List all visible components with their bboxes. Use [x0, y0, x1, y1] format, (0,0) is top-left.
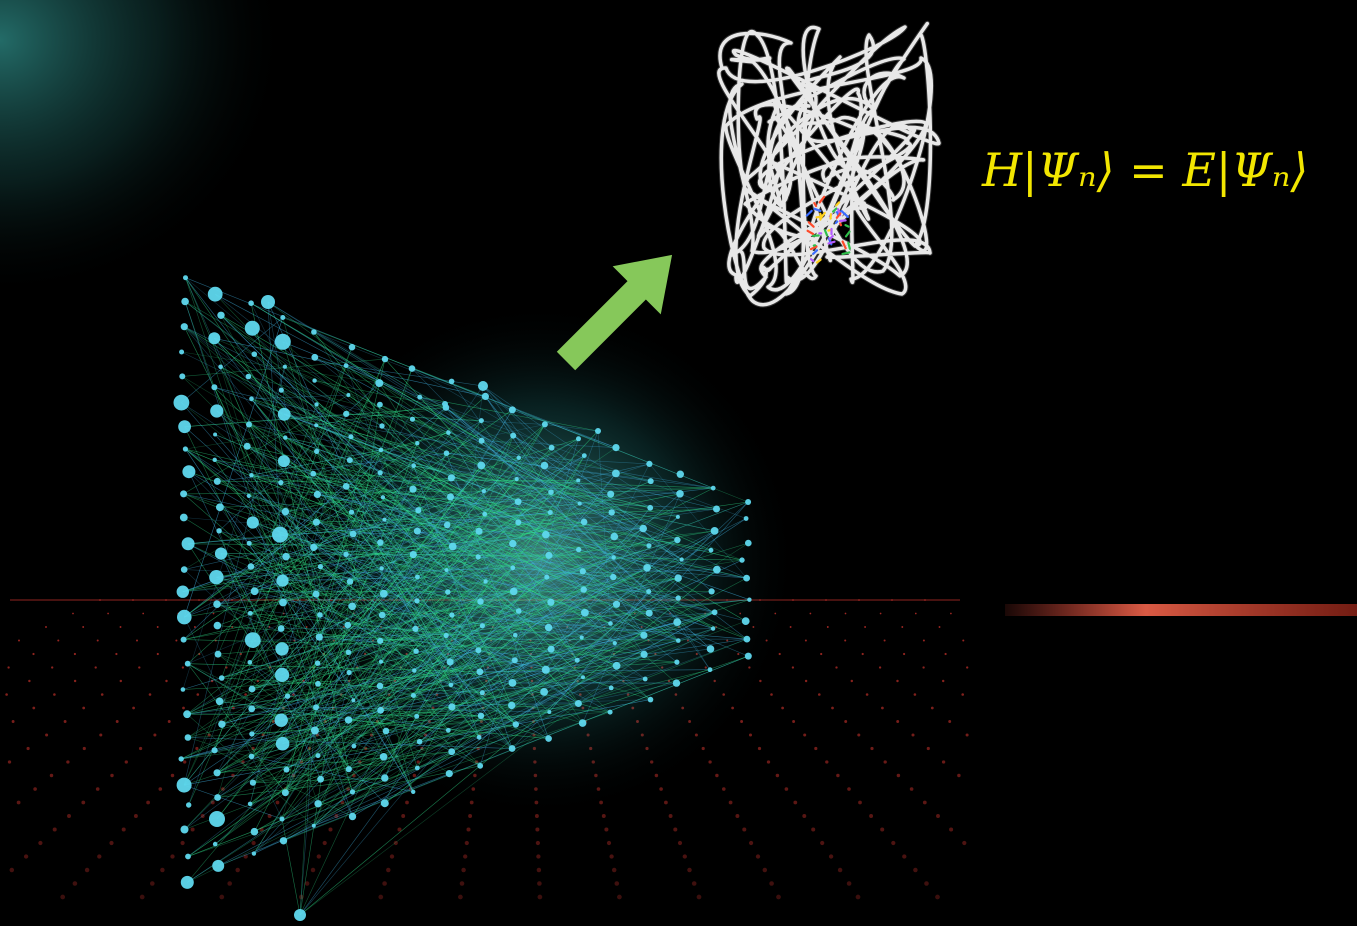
red-glow-bar: [1005, 604, 1357, 616]
neural-network-graph-icon: [173, 275, 752, 921]
corner-glow: [0, 0, 400, 330]
protein-ribbon-icon: [716, 21, 942, 308]
diagonal-arrow-icon: [556, 254, 673, 371]
network-glow: [180, 300, 880, 860]
network-edges: [181, 277, 750, 916]
schrodinger-equation: H|Ψₙ⟩ = E|Ψₙ⟩: [982, 143, 1309, 197]
